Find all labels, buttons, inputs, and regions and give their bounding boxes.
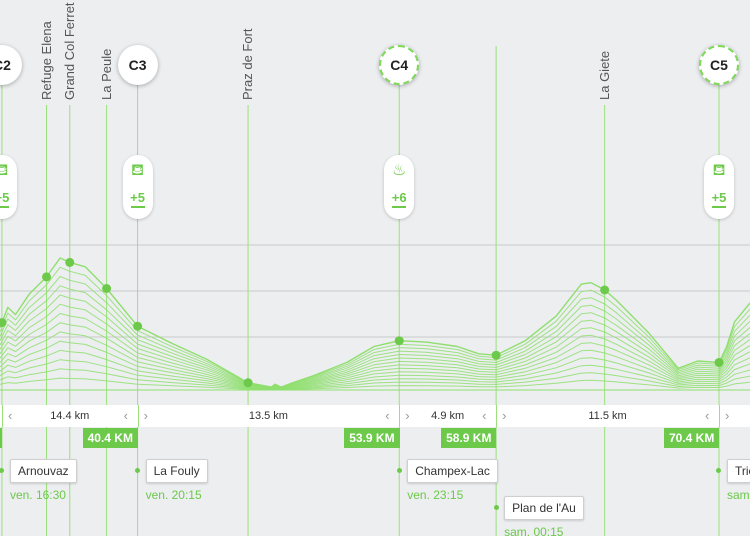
waypoint-dot-5 [243,378,253,388]
cumulative-km-tag: 53.9 KM [344,428,400,448]
service-pill[interactable]: ⛾ +5 [0,155,17,219]
chevron-left-icon[interactable]: ‹ [704,408,710,423]
profile-ridge-8 [0,331,750,390]
chevron-left-icon[interactable]: ‹ [7,408,13,423]
waypoint-dot-2 [65,257,75,267]
waypoint-dot-0 [0,318,7,328]
segment-distance: 4.9 km [431,410,465,422]
waypoint-dot-6 [394,336,404,346]
chevron-right-icon[interactable]: › [143,408,148,423]
segment-divider [718,405,720,427]
place-eta: sam. 00:15 [504,525,564,536]
profile-ridge-3 [0,285,750,389]
place-eta: ven. 16:30 [9,488,66,502]
place-name-card[interactable]: La Fouly [145,459,208,483]
place-marker-dot [135,468,141,473]
segment-divider [1,405,3,427]
profile-ridge-13 [0,377,750,391]
chevron-left-icon[interactable]: ‹ [482,408,487,423]
service-underline [711,206,726,208]
service-count: +5 [711,190,727,205]
service-pill[interactable]: ⛾ +5 [703,155,734,219]
waypoint-dot-1 [42,272,52,282]
service-count: +6 [391,190,407,205]
place-eta: sam. 04 [726,488,750,502]
waypoint-label: Refuge Elena [38,21,54,100]
place-name-card[interactable]: Arnouvaz [9,459,77,483]
place-marker-dot [396,468,402,473]
waypoint-label: La Peule [98,48,114,100]
waypoint-label: Praz de Fort [240,28,256,100]
chevron-left-icon[interactable]: ‹ [385,408,390,423]
cumulative-km-tag: 40.4 KM [82,428,138,448]
cumulative-km-tag: 58.9 KM [441,428,497,448]
cumulative-km-tag: 70.4 KM [663,428,720,448]
waypoint-dot-7 [491,350,501,360]
chevron-right-icon[interactable]: › [724,408,730,423]
meal-icon: ♨ [392,162,407,179]
profile-ridge-2 [0,276,750,388]
service-count: +5 [0,190,10,205]
segment-divider [496,405,498,427]
segment-distance-bar: 14.4 km 13.5 km 4.9 km 11.5 km ‹ ‹ › ‹ › ‹ › ‹ › [0,405,750,427]
waypoint-dot-4 [133,321,143,331]
profile-ridge-12 [0,368,750,390]
cumulative-km-tag: KM [0,428,2,448]
profile-ridge-9 [0,340,750,390]
segment-divider [399,405,401,427]
profile-ridge-7 [0,322,750,389]
chevron-right-icon[interactable]: › [405,408,410,423]
profile-ridge-0 [0,257,750,388]
chevron-left-icon[interactable]: ‹ [123,408,128,423]
drink-icon: ⛾ [712,162,726,179]
segment-distance: 13.5 km [248,410,288,422]
service-pill[interactable]: ⛾ +5 [122,155,153,219]
profile-ridge-6 [0,313,750,389]
place-marker-dot [716,468,722,473]
waypoint-label: Grand Col Ferret [61,2,77,100]
checkpoint-badge-c2[interactable]: C2 [0,45,22,85]
place-eta: ven. 23:15 [407,488,464,502]
checkpoint-badge-c4[interactable]: C4 [379,45,420,85]
profile-ridge-5 [0,303,750,389]
profile-ridge-11 [0,359,750,390]
checkpoint-badge-c5[interactable]: C5 [698,45,739,85]
drink-icon: ⛾ [131,162,145,179]
segment-distance: 14.4 km [50,410,90,422]
profile-ridge-10 [0,349,750,390]
waypoint-label: La Giete [596,50,612,100]
waypoint-dot-9 [714,357,724,367]
segment-divider [137,405,139,427]
checkpoint-badge-c3[interactable]: C3 [117,45,158,85]
place-marker-dot [493,505,499,510]
place-marker-dot [0,468,5,473]
service-count: +5 [130,190,145,205]
place-eta: ven. 20:15 [145,488,202,502]
service-underline [0,206,9,208]
chevron-right-icon[interactable]: › [502,408,507,423]
service-underline [130,206,145,208]
place-name-card[interactable]: Plan de l'Au [504,496,584,520]
profile-ridge-4 [0,294,750,389]
waypoint-dot-3 [102,284,112,293]
segment-distance: 11.5 km [588,410,627,422]
waypoint-dot-8 [600,285,610,295]
place-name-card[interactable]: Trient [726,459,750,483]
profile-ridge-1 [0,266,750,388]
place-name-card[interactable]: Champex-Lac [407,459,498,483]
service-underline [392,206,407,208]
drink-icon: ⛾ [0,162,9,179]
service-pill[interactable]: ♨ +6 [384,155,415,219]
